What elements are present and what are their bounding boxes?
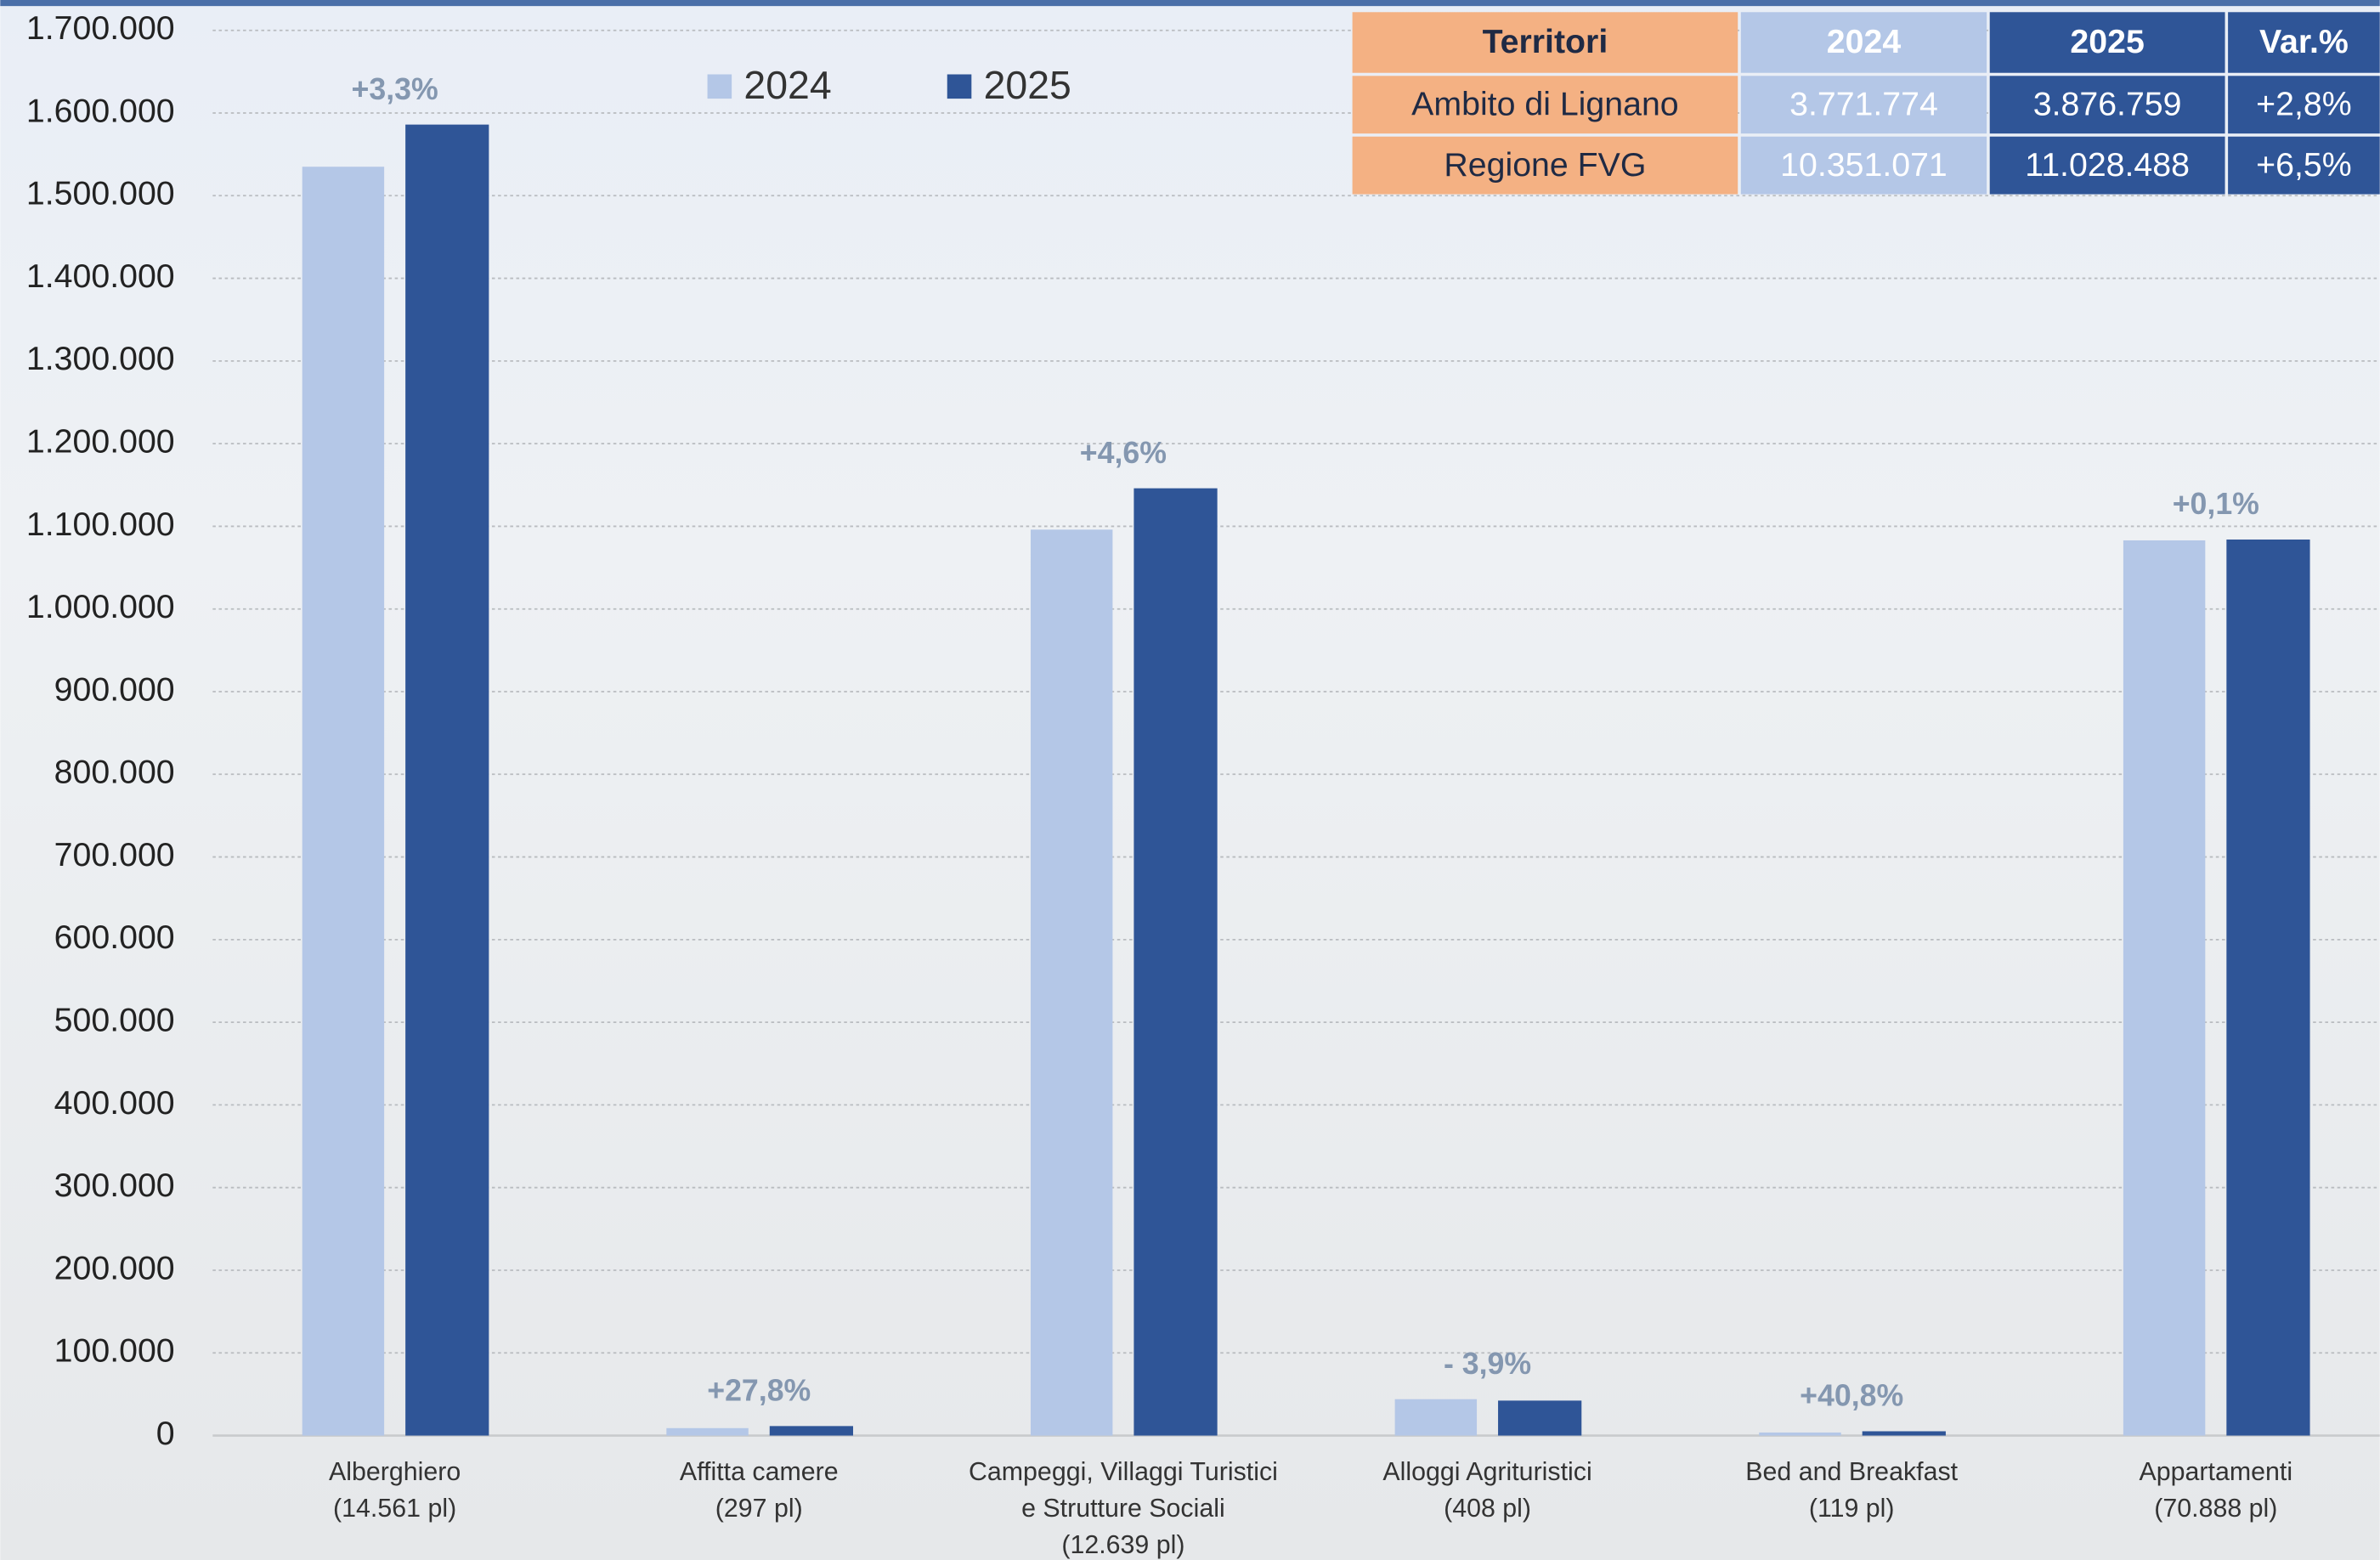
- y-tick-label: 700.000: [54, 836, 175, 873]
- y-tick-label: 0: [156, 1415, 175, 1452]
- x-tick-label: Affitta camere: [680, 1458, 839, 1486]
- table-cell-text: 3.876.759: [2033, 85, 2182, 122]
- bar: [1498, 1400, 1581, 1435]
- y-tick-label: 1.300.000: [26, 340, 175, 377]
- y-tick-label: 900.000: [54, 670, 175, 708]
- bar: [2226, 540, 2309, 1436]
- top-bar: [0, 0, 2379, 6]
- x-tick-label: (408 pl): [1444, 1495, 1531, 1523]
- y-tick-label: 800.000: [54, 754, 175, 791]
- bar: [2123, 540, 2205, 1436]
- legend-label: 2025: [984, 63, 1071, 107]
- y-tick-label: 300.000: [54, 1167, 175, 1204]
- bar: [1863, 1431, 1946, 1435]
- legend-label: 2024: [743, 63, 831, 107]
- table-cell-text: +6,5%: [2256, 146, 2351, 184]
- table-cell-text: +2,8%: [2256, 85, 2351, 122]
- x-tick-label: Alloggi Agrituristici: [1382, 1458, 1591, 1486]
- table-cell-text: Regione FVG: [1444, 146, 1646, 184]
- bar: [666, 1428, 748, 1436]
- x-tick-label: (14.561 pl): [333, 1495, 456, 1523]
- x-tick-label: Appartamenti: [2140, 1458, 2293, 1486]
- legend-swatch: [708, 75, 732, 99]
- table-cell-text: Ambito di Lignano: [1411, 85, 1678, 122]
- bar: [1031, 529, 1112, 1435]
- table-header-text: 2025: [2070, 23, 2144, 60]
- annotation: - 3,9%: [1444, 1347, 1531, 1381]
- table-cell-text: 3.771.774: [1789, 85, 1938, 122]
- x-tick-label: (12.639 pl): [1061, 1531, 1184, 1559]
- y-tick-label: 600.000: [54, 918, 175, 956]
- annotation: +4,6%: [1080, 436, 1167, 470]
- x-tick-label: Bed and Breakfast: [1745, 1458, 1958, 1486]
- y-tick-label: 1.700.000: [26, 9, 175, 47]
- bar: [1759, 1433, 1840, 1436]
- y-tick-label: 1.600.000: [26, 92, 175, 129]
- y-tick-label: 1.400.000: [26, 257, 175, 295]
- y-tick-label: 1.100.000: [26, 506, 175, 543]
- legend-swatch: [947, 75, 972, 99]
- y-tick-label: 500.000: [54, 1002, 175, 1039]
- y-tick-label: 1.200.000: [26, 423, 175, 461]
- table-cell-text: 11.028.488: [2025, 146, 2190, 184]
- bar: [770, 1426, 853, 1435]
- table-header-text: 2024: [1827, 23, 1902, 60]
- bar: [1395, 1399, 1477, 1436]
- x-tick-label: (70.888 pl): [2154, 1495, 2277, 1523]
- y-tick-label: 100.000: [54, 1332, 175, 1370]
- y-tick-label: 1.500.000: [26, 175, 175, 212]
- page: {"chart_data": {"type": "bar", "categori…: [0, 0, 2380, 1560]
- x-tick-label: e Strutture Sociali: [1021, 1495, 1225, 1523]
- table-cell-text: 10.351.071: [1780, 146, 1948, 184]
- annotation: +0,1%: [2173, 487, 2259, 521]
- y-tick-label: 400.000: [54, 1084, 175, 1122]
- bar: [302, 167, 384, 1435]
- y-tick-label: 1.000.000: [26, 588, 175, 625]
- chart: 0 100.000 200.000 300.000 400.000 500.000 600.…: [0, 0, 2380, 1560]
- table-header-text: Territori: [1483, 23, 1608, 60]
- bar: [1133, 489, 1217, 1436]
- x-tick-label: Campeggi, Villaggi Turistici: [969, 1458, 1278, 1486]
- annotation: +40,8%: [1800, 1379, 1903, 1413]
- table-header-text: Var.%: [2259, 23, 2349, 60]
- x-tick-label: (297 pl): [715, 1495, 803, 1523]
- y-tick-label: 200.000: [54, 1249, 175, 1286]
- x-tick-label: Alberghiero: [329, 1458, 461, 1486]
- x-tick-label: (119 pl): [1809, 1495, 1895, 1523]
- bar: [405, 125, 489, 1436]
- annotation: +27,8%: [707, 1374, 811, 1408]
- annotation: +3,3%: [352, 72, 438, 106]
